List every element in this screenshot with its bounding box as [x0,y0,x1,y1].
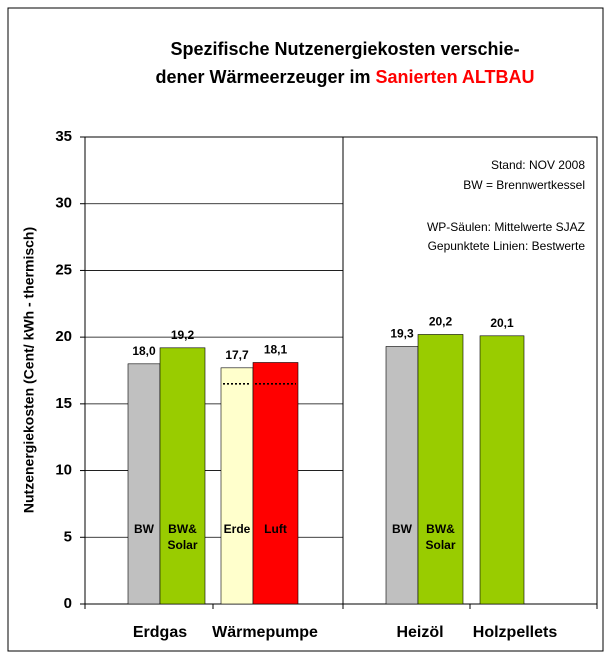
annotation: WP-Säulen: Mittelwerte SJAZ [427,220,585,234]
annotation: Gepunktete Linien: Bestwerte [428,239,586,253]
title-part: dener Wärmeerzeuger im [155,67,375,87]
y-tick-label: 30 [55,195,72,212]
title-line: Spezifische Nutzenergiekosten verschie- [170,39,519,59]
y-tick-label: 5 [64,528,72,545]
x-tick-label: Holzpellets [473,624,558,641]
annotation: Stand: NOV 2008 [491,158,585,172]
bar-label: BW [134,522,155,536]
bar-label: Erde [224,522,251,536]
bar [220,367,254,605]
x-tick-label: Heizöl [396,624,443,641]
value-label: 20,1 [490,316,514,330]
bar [127,363,161,605]
value-label: 19,2 [171,328,195,342]
y-tick-label: 15 [55,395,72,412]
value-label: 17,7 [225,348,249,362]
x-tick-label: Erdgas [133,624,187,641]
value-label: 19,3 [390,327,414,341]
y-axis-label: Nutzenergiekosten (Cent/ kWh - thermisch… [21,227,37,513]
y-tick-label: 10 [55,462,72,479]
bar [159,347,206,605]
y-tick-label: 20 [55,328,72,345]
bar-label: Luft [264,522,287,536]
bar [385,346,419,605]
bar-label: Solar [167,538,197,552]
bar-label: BW [392,522,413,536]
y-tick-label: 0 [64,595,72,612]
plot-area [84,136,598,605]
y-tick-label: 25 [55,261,72,278]
value-label: 20,2 [429,315,453,329]
y-tick-label: 35 [55,128,72,145]
bar [479,335,525,605]
bar [252,362,299,605]
title-highlight: Sanierten ALTBAU [376,67,535,87]
bar-label: BW& [426,522,455,536]
x-tick-label: Wärmepumpe [212,624,318,641]
value-label: 18,1 [264,343,288,357]
bar-label: BW& [168,522,197,536]
value-label: 18,0 [132,344,156,358]
title-line: dener Wärmeerzeuger im Sanierten ALTBAU [155,67,534,87]
annotation: BW = Brennwertkessel [463,178,585,192]
bar [417,334,464,605]
bar-label: Solar [425,538,455,552]
